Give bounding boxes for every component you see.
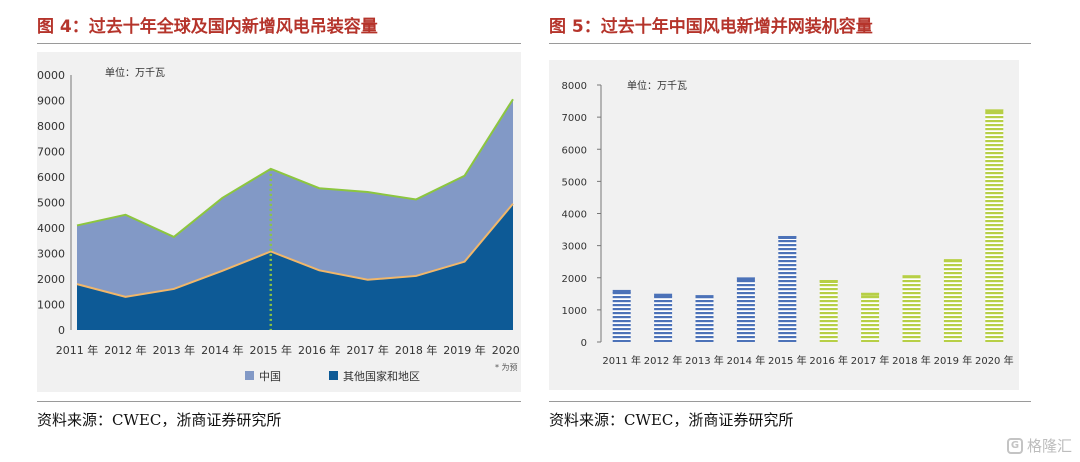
x-tick-label: 2014 年	[727, 354, 766, 367]
y-tick-label: 7000	[562, 113, 587, 124]
bar	[985, 109, 1004, 342]
bar-cap	[943, 259, 962, 263]
figure-4-title: 图 4：过去十年全球及国内新增风电吊装容量	[37, 17, 378, 37]
figure-5-source: 资料来源：CWEC，浙商证券研究所	[549, 411, 794, 429]
figure-4-source: 资料来源：CWEC，浙商证券研究所	[37, 411, 282, 429]
x-tick-label: 2013 年	[685, 354, 724, 367]
bar	[612, 289, 631, 342]
y-tick-label: 3000	[37, 248, 65, 261]
bar-cap	[778, 235, 797, 239]
y-tick-label: 2000	[37, 273, 65, 286]
figure-5-bar-chart: 0 1000 2000 3000 4000 5000 6000 7000 8000 2011 年…	[562, 79, 1014, 367]
x-tick-label: 2020 年	[492, 343, 521, 357]
y-tick-label: 8000	[562, 81, 587, 92]
bar-cap	[861, 292, 880, 296]
bar	[695, 295, 714, 342]
figure-5-bottom-rule	[549, 401, 1031, 402]
y-tick-label: 7000	[37, 146, 65, 159]
bar	[861, 292, 880, 342]
y-tick-label: 4000	[37, 222, 65, 235]
y-tick-label: 8000	[37, 120, 65, 133]
x-tick-label: 2012 年	[104, 343, 147, 357]
figure-4-bottom-rule	[37, 401, 521, 402]
watermark-logo-icon: G	[1006, 437, 1023, 454]
total-outline-line	[76, 98, 514, 239]
bar-cap	[654, 293, 673, 297]
x-tick-label: 2014 年	[201, 343, 244, 357]
y-tick-label: 1000	[37, 299, 65, 312]
bar	[736, 277, 755, 342]
x-tick-label: 2020 年	[975, 354, 1014, 367]
figure-5-chart-panel: 0 1000 2000 3000 4000 5000 6000 7000 8000 2011 年…	[549, 60, 1019, 390]
figure-4-legend: 中国 其他国家和地区	[245, 369, 420, 383]
y-tick-label: 5000	[562, 177, 587, 188]
figure-4-unit-label: 单位：万千瓦	[105, 66, 165, 79]
x-tick-label: 2011 年	[602, 354, 641, 367]
figure-4-note: * 为预	[495, 362, 518, 372]
area-series-china	[77, 99, 513, 297]
bar-cap	[736, 277, 755, 281]
bar-cap	[695, 295, 714, 299]
x-tick-label: 2012 年	[644, 354, 683, 367]
y-tick-label: 9000	[37, 95, 65, 108]
china-outline-line	[76, 203, 514, 298]
area-series-other-countries	[77, 203, 513, 330]
x-tick-label: 2016 年	[298, 343, 341, 357]
figure-4-area-chart: 0 1000 2000 3000 4000 5000 6000 7000 8000 9000 100…	[30, 66, 534, 383]
bar	[778, 235, 797, 342]
y-tick-label: 0	[58, 324, 65, 337]
legend-label-china: 中国	[259, 370, 281, 383]
bar	[943, 259, 962, 342]
figure-4-chart-panel: 0 1000 2000 3000 4000 5000 6000 7000 8000 9000 100…	[30, 52, 534, 392]
watermark: G 格隆汇	[1006, 435, 1072, 456]
bar-cap	[902, 275, 921, 279]
y-tick-label: 3000	[562, 242, 587, 253]
figure-5-title: 图 5：过去十年中国风电新增并网装机容量	[549, 17, 873, 37]
x-tick-label: 2011 年	[56, 343, 99, 357]
bar-cap	[819, 279, 838, 283]
figure-5-top-rule	[549, 43, 1031, 44]
figure-4-top-rule	[37, 43, 521, 44]
x-tick-label: 2015 年	[250, 343, 293, 357]
figure-5-unit-label: 单位：万千瓦	[627, 79, 687, 92]
y-tick-label: 2000	[562, 274, 587, 285]
x-tick-label: 2017 年	[346, 343, 389, 357]
y-tick-label: 5000	[37, 197, 65, 210]
legend-swatch-china	[245, 371, 254, 380]
y-tick-label: 0	[581, 338, 587, 349]
x-tick-label: 2018 年	[395, 343, 438, 357]
x-tick-label: 2018 年	[892, 354, 931, 367]
x-tick-label: 2019 年	[934, 354, 973, 367]
legend-label-other: 其他国家和地区	[343, 369, 420, 383]
bar	[654, 293, 673, 342]
bar-cap	[985, 109, 1004, 113]
watermark-text: 格隆汇	[1026, 437, 1072, 455]
y-tick-label: 1000	[562, 306, 587, 317]
x-tick-label: 2015 年	[768, 354, 807, 367]
y-tick-label: 6000	[37, 171, 65, 184]
bar-cap	[612, 289, 631, 293]
bar	[819, 279, 838, 342]
legend-swatch-other	[329, 371, 338, 380]
bar	[902, 275, 921, 342]
x-tick-label: 2013 年	[153, 343, 196, 357]
x-tick-label: 2019 年	[443, 343, 486, 357]
y-tick-label: 6000	[562, 145, 587, 156]
y-tick-label: 10000	[37, 69, 65, 82]
y-tick-label: 4000	[562, 210, 587, 221]
x-tick-label: 2017 年	[851, 354, 890, 367]
x-tick-label: 2016 年	[809, 354, 848, 367]
